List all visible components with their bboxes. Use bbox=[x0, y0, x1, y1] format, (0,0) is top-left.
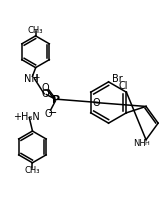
Text: O: O bbox=[41, 83, 49, 93]
Text: CH₃: CH₃ bbox=[28, 26, 43, 35]
Text: O: O bbox=[93, 97, 100, 107]
Text: +: + bbox=[32, 72, 40, 81]
Text: O: O bbox=[41, 88, 49, 98]
Text: Br: Br bbox=[112, 74, 123, 83]
Text: Cl: Cl bbox=[119, 81, 128, 91]
Text: H: H bbox=[144, 140, 149, 145]
Text: NH: NH bbox=[24, 74, 39, 83]
Text: NH: NH bbox=[133, 138, 146, 147]
Text: P: P bbox=[52, 95, 60, 105]
Text: −: − bbox=[48, 107, 57, 117]
Text: +H₃N: +H₃N bbox=[13, 111, 40, 121]
Text: O: O bbox=[45, 108, 52, 118]
Text: CH₃: CH₃ bbox=[25, 165, 40, 174]
